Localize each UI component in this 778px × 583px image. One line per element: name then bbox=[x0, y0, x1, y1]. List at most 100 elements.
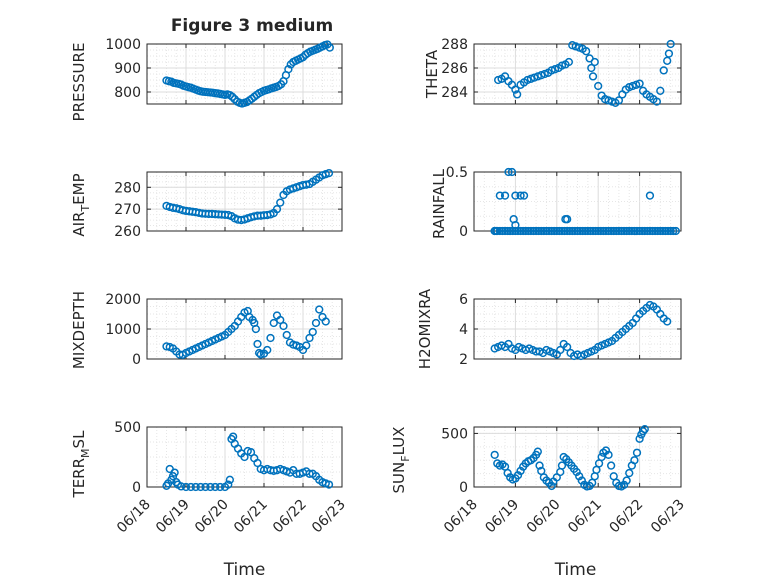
data-point bbox=[201, 482, 210, 492]
data-point bbox=[586, 226, 595, 236]
data-point bbox=[490, 450, 499, 460]
data-point bbox=[669, 226, 678, 236]
data-point bbox=[643, 226, 652, 236]
data-point bbox=[594, 81, 603, 91]
data-point bbox=[526, 226, 536, 236]
y-tick-label: 0 bbox=[132, 352, 141, 368]
y-tick-label: 500 bbox=[441, 426, 468, 442]
data-point bbox=[302, 180, 311, 189]
data-point bbox=[625, 468, 634, 478]
data-point bbox=[635, 79, 644, 88]
data-point bbox=[604, 226, 613, 236]
data-point bbox=[591, 226, 600, 236]
data-point bbox=[661, 226, 670, 236]
data-point bbox=[276, 315, 285, 325]
data-point bbox=[632, 226, 642, 236]
y-tick-label: 2 bbox=[459, 352, 468, 368]
data-point bbox=[560, 226, 569, 236]
data-point bbox=[578, 226, 587, 236]
subplot-6: 2 4 6 H2OMIXRA bbox=[416, 288, 682, 369]
x-tick-label: 06/19 bbox=[153, 497, 193, 537]
data-point bbox=[186, 482, 196, 492]
data-point bbox=[254, 348, 264, 358]
data-point bbox=[666, 39, 675, 49]
x-tick-label: 06/21 bbox=[565, 497, 605, 537]
data-point bbox=[531, 226, 541, 236]
data-point bbox=[542, 226, 551, 236]
data-point bbox=[652, 97, 661, 106]
data-point bbox=[622, 476, 631, 485]
data-point bbox=[625, 226, 634, 236]
data-point bbox=[630, 456, 639, 465]
y-tick-label: 288 bbox=[441, 37, 468, 53]
x-tick-label: 06/20 bbox=[192, 497, 232, 537]
y-axis-label: THETA bbox=[423, 49, 441, 99]
data-point bbox=[503, 226, 512, 236]
data-point bbox=[556, 345, 565, 355]
subplot-3: 260 270 280 AIRTEMP bbox=[70, 168, 343, 240]
data-point bbox=[658, 226, 668, 236]
data-point bbox=[557, 226, 567, 236]
data-point bbox=[512, 90, 522, 99]
data-point bbox=[648, 226, 657, 236]
data-point bbox=[638, 226, 647, 236]
data-point bbox=[590, 57, 599, 67]
series-markers bbox=[162, 432, 334, 492]
axes-box bbox=[473, 171, 682, 232]
data-point bbox=[640, 424, 649, 434]
y-tick-label: 0.5 bbox=[446, 165, 468, 181]
data-point bbox=[568, 226, 577, 236]
data-point bbox=[308, 327, 317, 337]
data-point bbox=[511, 220, 520, 230]
data-point bbox=[170, 468, 179, 477]
x-tick-label: 06/22 bbox=[607, 497, 647, 537]
data-point bbox=[635, 226, 644, 236]
axes-box bbox=[146, 426, 343, 488]
data-point bbox=[272, 204, 282, 214]
data-point bbox=[279, 321, 288, 331]
data-point bbox=[251, 324, 261, 334]
data-point bbox=[666, 226, 675, 236]
y-tick-label: 280 bbox=[114, 180, 141, 196]
y-axis-label: AIRTEMP bbox=[70, 173, 92, 236]
x-tick-label: 06/23 bbox=[309, 497, 349, 537]
y-axis-label: MIXDEPTH bbox=[70, 291, 88, 369]
data-point bbox=[653, 226, 662, 236]
y-tick-label: 270 bbox=[114, 202, 141, 218]
data-point bbox=[302, 341, 311, 350]
data-point bbox=[266, 333, 275, 343]
plot-area bbox=[474, 172, 681, 231]
data-point bbox=[253, 339, 262, 349]
data-point bbox=[588, 72, 598, 81]
data-point bbox=[507, 167, 517, 177]
data-point bbox=[519, 226, 528, 236]
data-point bbox=[619, 226, 629, 236]
data-point bbox=[511, 191, 520, 200]
data-point bbox=[529, 226, 538, 236]
data-point bbox=[544, 226, 554, 236]
x-axis-label: Time bbox=[223, 560, 266, 580]
data-point bbox=[191, 482, 200, 492]
series-markers bbox=[490, 424, 649, 491]
data-point bbox=[269, 318, 278, 328]
data-point bbox=[640, 226, 649, 236]
data-point bbox=[511, 226, 520, 236]
series-markers bbox=[490, 300, 672, 361]
data-point bbox=[298, 53, 308, 62]
x-tick-label: 06/23 bbox=[648, 497, 688, 537]
x-tick-label: 06/21 bbox=[231, 497, 271, 537]
data-point bbox=[599, 226, 608, 236]
data-point bbox=[325, 43, 334, 52]
y-tick-label: 0 bbox=[459, 480, 468, 496]
series-markers bbox=[494, 39, 675, 107]
data-point bbox=[516, 191, 525, 200]
data-point bbox=[583, 226, 592, 236]
data-point bbox=[253, 458, 262, 468]
data-point bbox=[524, 226, 533, 236]
data-point bbox=[535, 461, 544, 470]
data-point bbox=[570, 226, 580, 236]
data-point bbox=[276, 198, 285, 207]
